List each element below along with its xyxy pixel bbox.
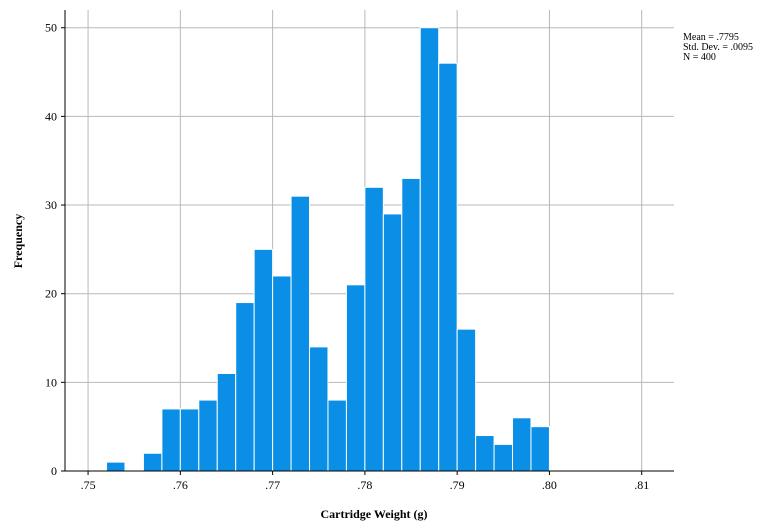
x-axis-label: Cartridge Weight (g): [320, 507, 427, 521]
histogram-bar: [382, 213, 403, 472]
y-tick-label: 50: [45, 21, 57, 35]
x-tick-label: .76: [173, 478, 188, 492]
x-tick-label: .81: [634, 478, 649, 492]
histogram-bar: [161, 408, 181, 472]
histogram-bar: [179, 408, 200, 472]
x-tick-labels: .75 .76 .77 .78 .79 .80 .81: [81, 478, 650, 492]
histogram-bar: [493, 443, 514, 472]
y-tick-label: 20: [45, 287, 57, 301]
y-tick-label: 0: [51, 464, 57, 478]
histogram-bar: [216, 372, 237, 472]
bars: [106, 27, 550, 472]
x-tick-label: .78: [357, 478, 372, 492]
y-tick-label: 30: [45, 198, 57, 212]
x-tick-label: .77: [265, 478, 280, 492]
n-stat: N = 400: [683, 52, 716, 63]
histogram-bar: [198, 399, 218, 472]
histogram-bar: [475, 435, 495, 472]
mean-stat: Mean = .7795: [683, 32, 739, 43]
histogram-bar: [345, 284, 366, 472]
histogram-bar: [512, 417, 532, 472]
histogram-bar: [106, 461, 126, 472]
y-tick-labels: 0 10 20 30 40 50: [45, 21, 57, 478]
axes: [61, 10, 674, 475]
x-tick-label: .75: [81, 478, 96, 492]
x-tick-label: .79: [450, 478, 465, 492]
histogram-bar: [419, 27, 440, 472]
histogram-bar: [438, 62, 458, 472]
histogram-bar: [272, 275, 292, 472]
histogram-bar: [142, 452, 163, 472]
y-axis-label: Frequency: [11, 214, 25, 268]
y-tick-label: 10: [45, 375, 57, 389]
histogram-bar: [364, 186, 384, 472]
histogram-bar: [401, 177, 421, 472]
histogram-bar: [235, 302, 255, 472]
histogram-bar: [290, 195, 311, 472]
histogram-bar: [530, 426, 550, 472]
histogram-bar: [327, 399, 347, 472]
std-dev-stat: Std. Dev. = .0095: [683, 42, 753, 53]
histogram-bar: [456, 328, 477, 472]
y-tick-label: 40: [45, 109, 57, 123]
histogram-bar: [253, 248, 274, 472]
statistics-legend: Mean = .7795 Std. Dev. = .0095 N = 400: [683, 33, 753, 63]
x-tick-label: .80: [542, 478, 557, 492]
histogram-bar: [309, 346, 329, 472]
